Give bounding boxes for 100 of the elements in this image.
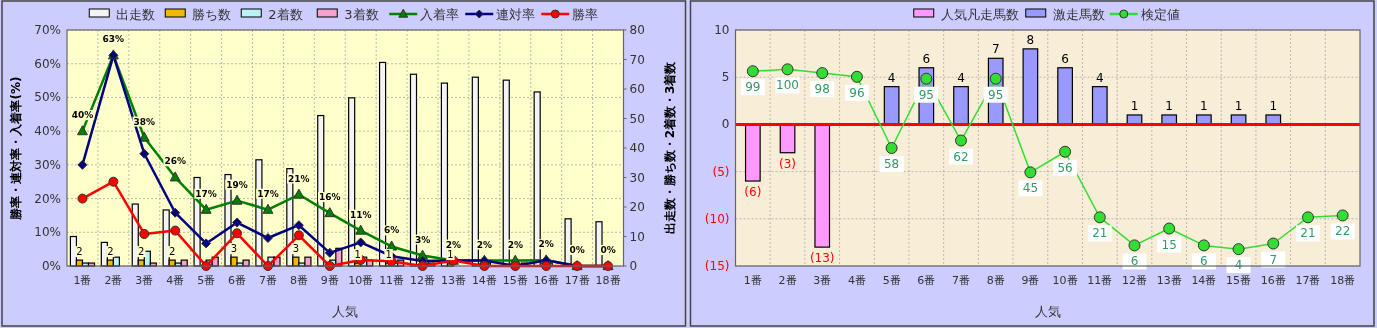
data-label: 96: [849, 85, 865, 100]
x-tick-label: 14番: [471, 274, 497, 287]
x-axis-title: 人気: [1034, 304, 1061, 319]
legend-label: 検定値: [1140, 7, 1180, 22]
data-label: 0%: [600, 245, 616, 255]
legend-label: 連対率: [496, 7, 536, 22]
x-tick-label: 7番: [952, 274, 971, 287]
data-label: 6: [1200, 254, 1208, 269]
x-tick-label: 12番: [410, 274, 436, 287]
data-label: 4: [1234, 258, 1243, 273]
y2-tick-label: 50: [629, 111, 645, 126]
data-label: 40%: [71, 110, 94, 121]
x-tick-label: 1番: [73, 274, 92, 287]
data-label: 0%: [569, 245, 585, 255]
y-tick-label: 60%: [34, 56, 61, 71]
y-tick-label: 0%: [41, 259, 61, 273]
data-label: 100: [776, 78, 799, 93]
x-tick-label: 6番: [917, 274, 936, 287]
data-label: 62: [953, 149, 969, 164]
x-tick-label: 8番: [289, 274, 308, 287]
data-label: 1: [1234, 98, 1243, 113]
x-tick-label: 9番: [1021, 274, 1040, 287]
y-tick-label: (15): [704, 259, 730, 273]
x-tick-label: 15番: [502, 274, 528, 287]
y2-tick-label: 30: [629, 170, 645, 185]
data-label: 2%: [445, 239, 462, 250]
data-label: 6: [1061, 51, 1069, 66]
data-label: 99: [745, 80, 761, 95]
x-tick-label: 11番: [1087, 274, 1113, 287]
x-tick-label: 5番: [882, 274, 901, 287]
data-label: 3: [292, 243, 300, 255]
x-tick-label: 11番: [379, 274, 405, 287]
x-tick-label: 5番: [197, 274, 216, 287]
data-label: 1: [1165, 98, 1173, 113]
data-label: (13): [809, 251, 835, 266]
data-label: 4: [1095, 70, 1104, 85]
legend-label: 入着率: [420, 7, 460, 22]
data-label: 6%: [383, 225, 400, 236]
data-label: 11%: [349, 209, 372, 220]
legend-label: 人気凡走馬数: [940, 7, 1019, 22]
x-tick-label: 3番: [813, 274, 832, 287]
y-tick-label: 30%: [34, 157, 61, 172]
data-label: 17%: [257, 188, 279, 199]
y-tick-label: 0: [721, 117, 730, 132]
data-label: 56: [1057, 160, 1073, 175]
data-label: 21: [1092, 226, 1108, 241]
data-label: 95: [988, 87, 1004, 102]
x-tick-label: 7番: [258, 274, 277, 287]
data-label: 6: [922, 51, 931, 66]
x-tick-label: 6番: [228, 274, 247, 287]
x-tick-label: 15番: [1226, 274, 1252, 287]
data-label: 38%: [133, 116, 156, 127]
x-tick-label: 12番: [1121, 274, 1147, 287]
x-tick-label: 16番: [1260, 274, 1286, 287]
y2-tick-label: 80: [629, 23, 645, 37]
y2-axis-title: 出走数・勝ち数・2着数・3着数: [662, 60, 677, 235]
data-label: 19%: [226, 179, 248, 190]
x-tick-label: 2番: [778, 274, 797, 287]
data-label: 1: [1130, 98, 1139, 113]
data-label: 2: [169, 246, 176, 258]
data-label: 7: [1269, 252, 1278, 267]
x-tick-label: 13番: [440, 274, 466, 287]
x-tick-label: 4番: [166, 274, 185, 287]
data-label: (6): [744, 185, 762, 200]
data-label: 21%: [288, 173, 310, 184]
x-tick-label: 17番: [564, 274, 590, 287]
y-tick-label: 20%: [34, 191, 61, 206]
y-tick-label: 5: [721, 70, 730, 85]
data-label: (3): [779, 156, 797, 171]
data-label: 1: [385, 249, 392, 261]
x-tick-label: 3番: [135, 274, 154, 287]
x-axis-title: 人気: [332, 304, 359, 319]
data-label: 21: [1300, 226, 1316, 241]
y-tick-label: (5): [712, 164, 730, 179]
x-tick-label: 2番: [104, 274, 123, 287]
legend-label: 3着数: [344, 7, 379, 22]
data-label: 4: [887, 70, 896, 85]
data-label: 2%: [538, 239, 554, 250]
data-label: 1: [354, 249, 361, 261]
data-label: 1: [447, 249, 454, 261]
data-label: 58: [883, 157, 900, 171]
legend-label: 2着数: [268, 7, 303, 22]
data-label: 2%: [476, 239, 493, 250]
x-tick-label: 17番: [1295, 274, 1321, 287]
x-tick-label: 16番: [533, 274, 559, 287]
data-label: 4: [957, 70, 965, 85]
data-label: 7: [991, 42, 1000, 57]
data-label: 1: [1269, 98, 1278, 113]
y2-tick-label: 70: [629, 52, 645, 67]
data-label: 63%: [102, 34, 125, 45]
data-label: 98: [814, 82, 830, 97]
data-label: 26%: [164, 156, 186, 167]
y2-tick-label: 60: [629, 82, 645, 96]
y2-tick-label: 0: [629, 259, 638, 273]
y-tick-label: 70%: [34, 23, 61, 37]
data-label: 45: [1022, 181, 1039, 196]
legend-label: 勝率: [572, 7, 599, 22]
x-tick-label: 8番: [986, 274, 1005, 287]
x-tick-label: 18番: [595, 274, 621, 287]
data-label: 22: [1335, 224, 1351, 239]
